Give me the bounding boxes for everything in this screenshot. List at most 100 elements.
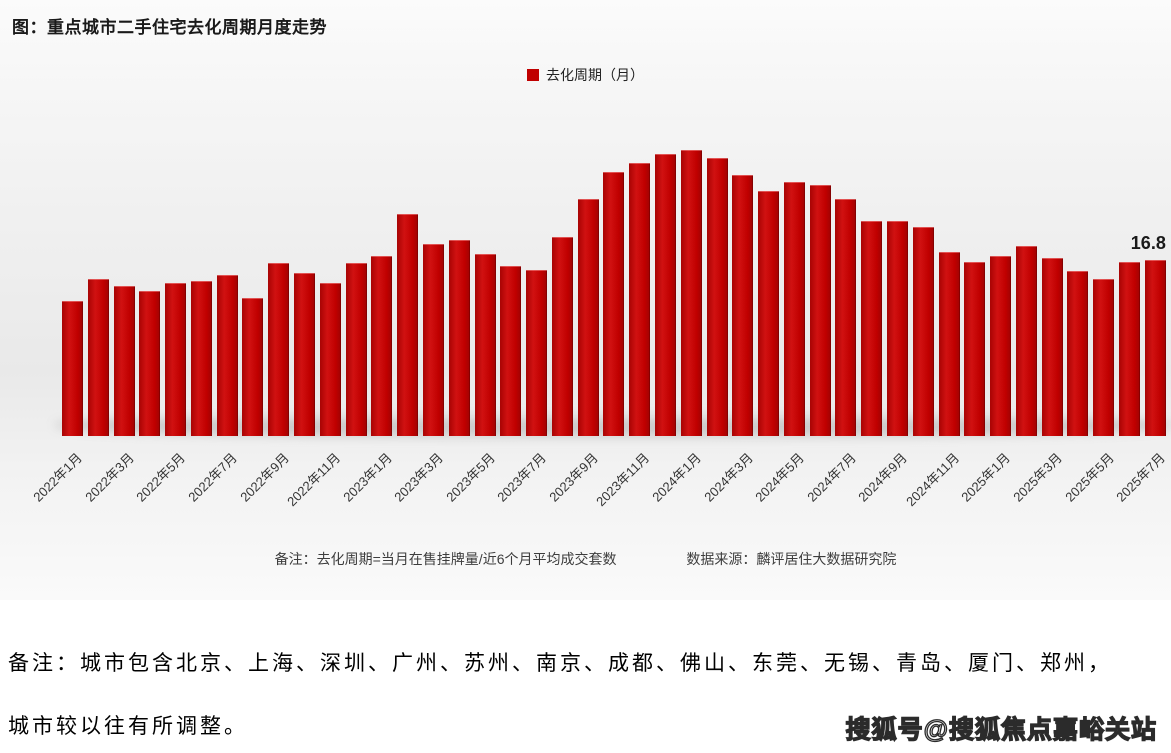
- bar-2025年5月: [1093, 279, 1115, 436]
- tick-slot: 2025年5月: [1062, 436, 1117, 540]
- tick-slot: 2024年7月: [804, 436, 859, 540]
- bar-slot: [62, 84, 83, 436]
- bar-slot: [758, 84, 780, 436]
- tick-slot: 2022年9月: [237, 436, 292, 540]
- bar-2023年12月: [654, 153, 676, 436]
- bar-2024年11月: [938, 251, 960, 436]
- bar-slot: [654, 84, 676, 436]
- tick-slot: 2023年3月: [392, 436, 447, 540]
- bar-2024年8月: [861, 220, 883, 436]
- bar-2022年8月: [242, 297, 264, 436]
- bar-2025年4月: [1067, 270, 1089, 436]
- tick-slot: 2022年5月: [134, 436, 189, 540]
- bar-slot: [783, 84, 805, 436]
- bar-2025年7月: [1144, 260, 1166, 436]
- bar-slot: [345, 84, 367, 436]
- bar-slot: [190, 84, 212, 436]
- bar-slot: [938, 84, 960, 436]
- bar-2022年1月: [62, 301, 83, 436]
- bar-slot: [422, 84, 444, 436]
- tick-slot: 2024年1月: [649, 436, 704, 540]
- bar-2023年10月: [603, 172, 625, 436]
- bar-slot: [577, 84, 599, 436]
- bars-container: 16.8: [62, 84, 1166, 436]
- bar-2024年7月: [835, 198, 857, 436]
- tick-slot: 2024年11月: [903, 436, 962, 540]
- bar-2023年7月: [526, 269, 548, 436]
- x-tick-label: 2022年1月: [30, 450, 86, 505]
- bar-2022年12月: [345, 263, 367, 436]
- bar-slot: [242, 84, 264, 436]
- bar-2024年1月: [680, 150, 702, 436]
- bar-2023年3月: [422, 243, 444, 436]
- bar-slot: [448, 84, 470, 436]
- bar-2024年4月: [758, 191, 780, 436]
- bar-2023年5月: [474, 254, 496, 436]
- bar-2025年3月: [1041, 258, 1063, 436]
- bar-2022年6月: [190, 281, 212, 436]
- bar-2022年11月: [319, 283, 341, 436]
- tick-slot: 2024年5月: [753, 436, 808, 540]
- bar-2024年5月: [783, 181, 805, 436]
- bar-2024年9月: [887, 220, 908, 436]
- bar-2025年1月: [990, 256, 1012, 436]
- bar-slot: [1093, 84, 1115, 436]
- watermark: 搜狐号@搜狐焦点嘉峪关站: [845, 715, 1157, 744]
- bar-2023年4月: [448, 240, 470, 436]
- bar-slot: [371, 84, 393, 436]
- legend-swatch-icon: [527, 69, 539, 81]
- bar-2025年6月: [1119, 262, 1141, 436]
- bar-2023年6月: [500, 265, 522, 436]
- x-axis: 2022年1月 2022年3月 2022年5月 2022年7月 2022年9月 2022年…: [31, 436, 1168, 540]
- legend-label: 去化周期（月）: [546, 67, 644, 83]
- bar-2024年3月: [732, 174, 754, 436]
- tick-slot: 2024年9月: [856, 436, 911, 540]
- tick-slot: 2022年1月: [31, 436, 86, 540]
- bar-slot: [861, 84, 883, 436]
- bar-2022年2月: [87, 279, 109, 436]
- bar-slot: [500, 84, 522, 436]
- bar-slot: [268, 84, 290, 436]
- bar-slot: [732, 84, 754, 436]
- bar-slot: [1067, 84, 1089, 436]
- bar-slot: [603, 84, 625, 436]
- bar-slot: 16.8: [1131, 84, 1166, 436]
- bar-slot: [887, 84, 908, 436]
- bar-slot: [990, 84, 1012, 436]
- bar-2022年4月: [139, 290, 161, 436]
- bar-2022年9月: [268, 263, 290, 436]
- bar-2023年9月: [577, 198, 599, 436]
- bar-slot: [319, 84, 341, 436]
- bar-slot: [1041, 84, 1063, 436]
- tick-slot: 2022年11月: [284, 436, 343, 540]
- bar-slot: [629, 84, 651, 436]
- tick-slot: 2025年1月: [959, 436, 1014, 540]
- bar-slot: [397, 84, 419, 436]
- bar-slot: [964, 84, 986, 436]
- bar-slot: [680, 84, 702, 436]
- legend: 去化周期（月）: [0, 65, 1171, 85]
- bar-slot: [139, 84, 161, 436]
- tick-slot: 2023年11月: [593, 436, 652, 540]
- bar-slot: [912, 84, 934, 436]
- bar-slot: [706, 84, 728, 436]
- bar-slot: [551, 84, 573, 436]
- tick-slot: 2022年3月: [82, 436, 137, 540]
- chart-section: 图：重点城市二手住宅去化周期月度走势 去化周期（月） 16.8 2022年1月 2…: [0, 0, 1171, 600]
- bar-2024年2月: [706, 157, 728, 436]
- footnote-source: 数据来源：麟评居住大数据研究院: [686, 551, 897, 567]
- bar-2024年6月: [809, 185, 831, 436]
- bar-slot: [165, 84, 187, 436]
- tick-slot: 2022年7月: [185, 436, 240, 540]
- bar-slot: [113, 84, 135, 436]
- bar-slot: [216, 84, 238, 436]
- tick-slot: 2023年7月: [495, 436, 550, 540]
- bottom-note-line1: 备注：城市包含北京、上海、深圳、广州、苏州、南京、成都、佛山、东莞、无锡、青岛、…: [8, 651, 1112, 675]
- bar-2023年11月: [629, 163, 651, 436]
- bar-2023年1月: [371, 256, 393, 436]
- bottom-note-line2: 城市较以往有所调整。: [8, 714, 248, 738]
- bar-2023年8月: [551, 237, 573, 436]
- bar-slot: [809, 84, 831, 436]
- bar-slot: [1015, 84, 1037, 436]
- bar-2024年12月: [964, 262, 986, 436]
